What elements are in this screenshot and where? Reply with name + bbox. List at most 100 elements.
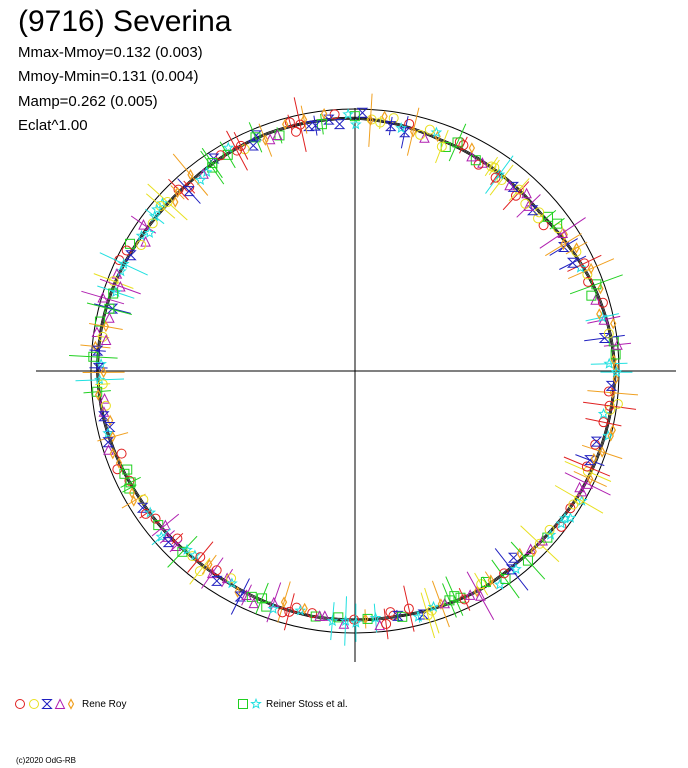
data-point-star <box>109 286 122 298</box>
data-point-square <box>362 613 373 624</box>
error-bar <box>458 587 471 611</box>
data-point-diamond <box>530 545 537 558</box>
error-bar <box>255 582 269 615</box>
data-point-circle <box>226 573 237 584</box>
data-point-star <box>349 118 362 130</box>
data-point-circle <box>571 246 582 257</box>
error-bar <box>516 194 541 218</box>
data-point-diamond <box>301 602 308 615</box>
data-point-diamond <box>610 354 617 366</box>
data-point-star <box>102 427 114 439</box>
data-point-star <box>155 530 168 542</box>
error-bar <box>344 596 347 646</box>
error-bar <box>364 609 367 629</box>
data-point-circle <box>590 439 601 450</box>
data-point-diamond <box>174 186 181 199</box>
error-bar <box>448 123 467 162</box>
data-point-star <box>326 615 339 627</box>
data-point-triangle <box>241 589 252 601</box>
error-bar <box>293 97 307 153</box>
data-point-circle <box>603 386 614 397</box>
error-bar <box>221 568 234 588</box>
data-point-square <box>250 132 261 143</box>
data-point-circle <box>366 114 377 125</box>
error-bar <box>81 290 125 305</box>
error-bar <box>554 485 604 514</box>
data-point-circle <box>381 618 392 629</box>
data-point-triangle <box>160 519 171 531</box>
data-point-hourglass <box>527 205 539 216</box>
error-bar <box>121 493 146 509</box>
error-bar <box>583 401 637 410</box>
data-point-circle <box>140 508 151 519</box>
error-bar <box>564 460 612 482</box>
error-bar <box>489 164 514 196</box>
data-point-diamond <box>573 242 580 254</box>
data-point-hourglass <box>605 380 618 391</box>
legend-label-reiner-stoss: Reiner Stoss et al. <box>266 699 348 710</box>
data-point-diamond <box>102 320 110 333</box>
data-point-circle <box>565 503 576 514</box>
error-bar <box>368 93 373 147</box>
data-point-circle <box>329 109 340 120</box>
error-bar <box>320 113 324 135</box>
data-point-circle <box>277 607 288 618</box>
error-bar <box>445 576 464 616</box>
data-point-diamond <box>473 585 481 598</box>
data-point-circle <box>436 141 447 152</box>
data-point-circle <box>534 538 545 549</box>
data-point-star <box>564 511 577 523</box>
data-point-diamond <box>590 452 598 465</box>
data-point-star <box>427 600 440 612</box>
error-bar <box>431 580 450 628</box>
data-point-circle <box>211 565 222 576</box>
error-bar <box>283 593 295 631</box>
data-point-triangle <box>464 589 476 600</box>
data-point-diamond <box>95 389 102 401</box>
error-bar <box>581 444 623 460</box>
error-bar <box>488 159 500 176</box>
data-point-square <box>92 386 103 397</box>
data-point-hourglass <box>505 564 518 575</box>
data-point-circle <box>195 552 206 563</box>
data-point-circle <box>97 379 108 390</box>
data-point-diamond <box>587 473 594 485</box>
error-bar <box>69 355 118 359</box>
data-point-hourglass <box>598 333 611 344</box>
error-bar <box>490 170 502 185</box>
data-point-diamond <box>560 238 567 251</box>
data-point-diamond <box>106 414 114 427</box>
data-point-square <box>452 137 463 148</box>
data-point-diamond <box>172 196 179 208</box>
error-bar <box>258 123 273 157</box>
data-point-diamond <box>109 447 116 460</box>
data-point-circle <box>612 398 623 409</box>
data-point-diamond <box>487 574 494 586</box>
data-point-hourglass <box>417 609 429 620</box>
data-point-star <box>294 604 307 616</box>
error-bar <box>130 215 157 234</box>
data-point-hourglass <box>584 455 596 466</box>
error-bar <box>484 571 497 589</box>
error-bar <box>241 584 252 606</box>
data-point-circle <box>215 150 226 161</box>
error-bar <box>420 592 436 639</box>
data-point-circle <box>403 603 414 614</box>
data-point-diamond <box>187 168 194 181</box>
data-point-star <box>189 549 201 561</box>
error-bar <box>520 525 560 563</box>
data-point-star <box>574 261 587 273</box>
error-bar <box>587 390 639 396</box>
data-point-triangle <box>439 597 451 609</box>
error-bar <box>183 180 196 194</box>
data-point-diamond <box>320 107 328 120</box>
data-point-diamond <box>280 596 288 608</box>
data-point-square <box>88 351 99 362</box>
error-bar <box>565 241 588 255</box>
data-point-square <box>500 573 511 584</box>
data-point-star <box>510 563 522 575</box>
data-point-star <box>555 517 568 529</box>
error-bar <box>482 576 490 588</box>
data-point-diamond <box>609 387 616 399</box>
error-bar <box>567 254 602 272</box>
